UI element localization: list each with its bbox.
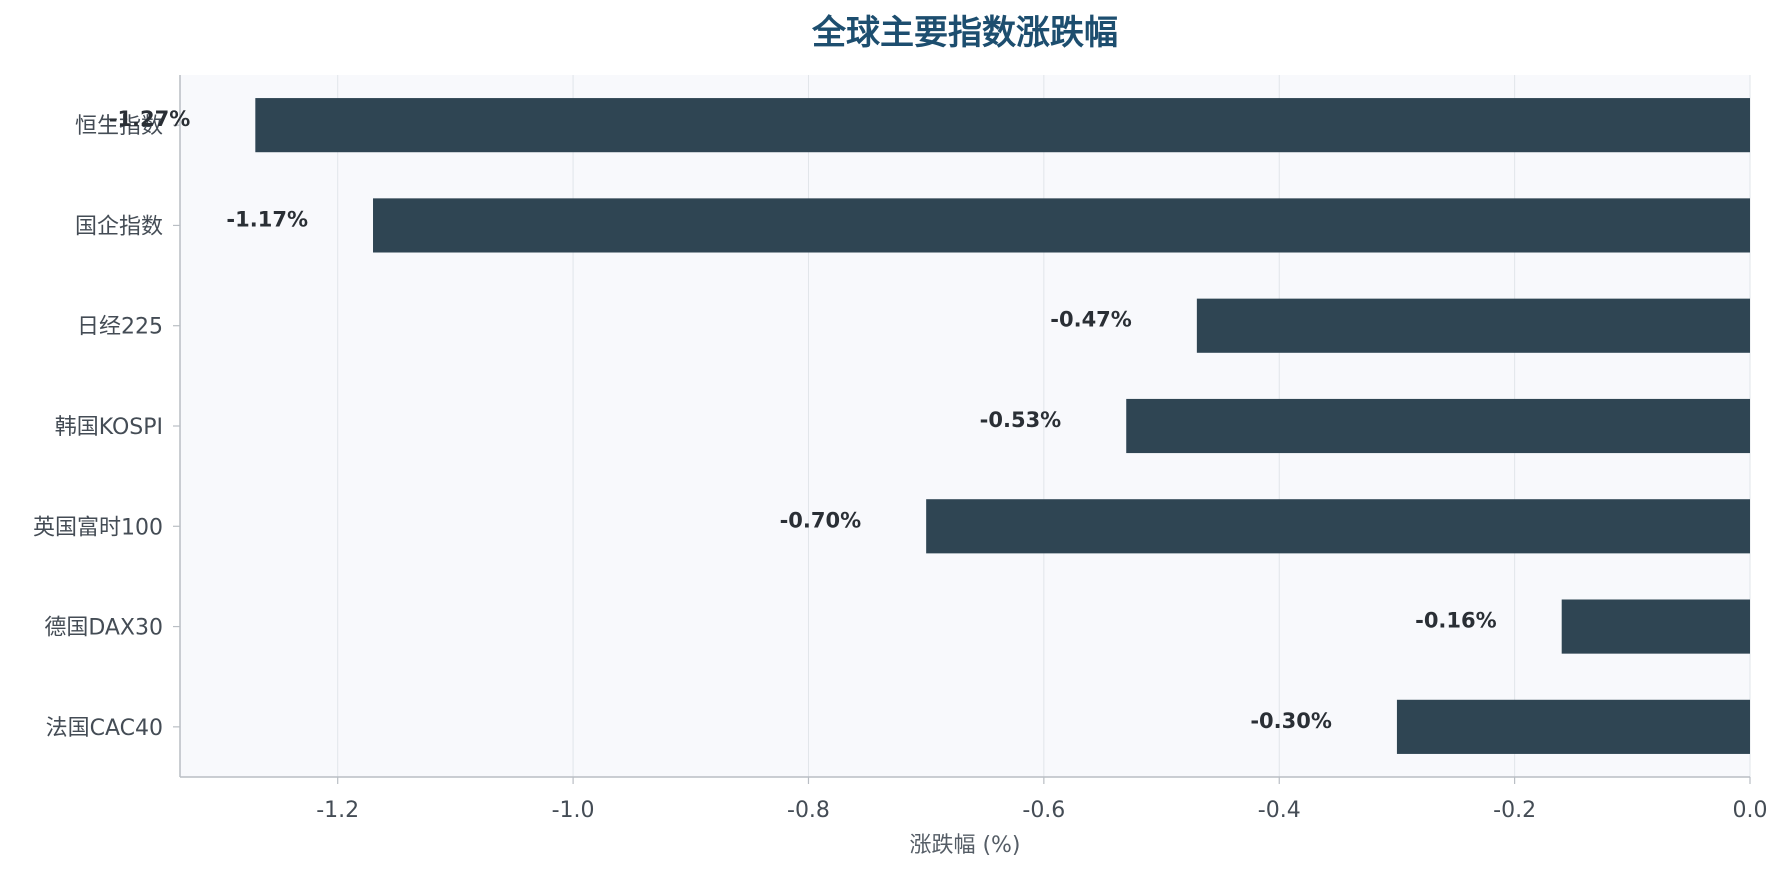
- x-tick-label: -1.2: [316, 798, 359, 823]
- x-tick-label: -0.4: [1258, 798, 1301, 823]
- bar: [1561, 599, 1750, 654]
- x-axis-title: 涨跌幅 (%): [909, 833, 1020, 858]
- x-tick-label: -0.6: [1022, 798, 1065, 823]
- category-label: 法国CAC40: [46, 716, 163, 741]
- bars: [255, 98, 1751, 754]
- data-label: -0.53%: [980, 408, 1062, 432]
- bar: [926, 499, 1750, 554]
- data-label: -1.27%: [109, 107, 191, 131]
- data-label: -0.47%: [1050, 308, 1132, 332]
- chart-title: 全球主要指数涨跌幅: [811, 13, 1118, 53]
- category-label: 韩国KOSPI: [55, 415, 163, 440]
- data-label: -0.30%: [1250, 709, 1332, 733]
- bar: [1196, 298, 1750, 353]
- category-label: 英国富时100: [33, 515, 163, 540]
- data-labels: -1.27% -1.17% -0.47% -0.53% -0.70% -0.16% -0.3…: [109, 107, 1497, 733]
- bar: [373, 198, 1751, 253]
- category-label: 德国DAX30: [44, 616, 163, 641]
- data-label: -0.70%: [780, 508, 862, 532]
- data-label: -1.17%: [226, 207, 308, 231]
- x-tick-label: -0.2: [1493, 798, 1536, 823]
- bar: [255, 98, 1750, 153]
- bar: [1126, 398, 1750, 454]
- x-axis-ticks: -1.2 -1.0 -0.8 -0.6 -0.4 -0.2 0.0: [316, 777, 1768, 823]
- category-label: 日经225: [77, 315, 163, 340]
- category-label: 国企指数: [75, 214, 163, 239]
- bar: [1396, 699, 1750, 754]
- category-label: 恒生指数: [75, 114, 163, 139]
- x-tick-label: -0.8: [787, 798, 830, 823]
- data-label: -0.16%: [1415, 609, 1497, 633]
- x-tick-label: -1.0: [552, 798, 595, 823]
- x-tick-label: 0.0: [1733, 798, 1768, 823]
